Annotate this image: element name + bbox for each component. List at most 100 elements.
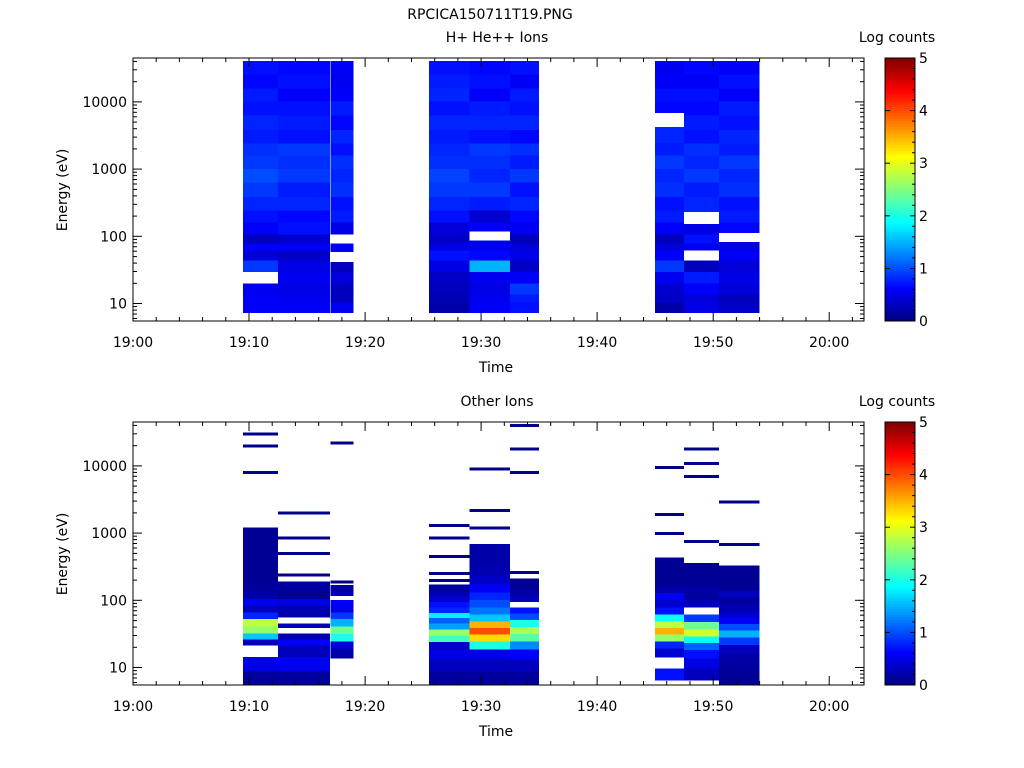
x-tick-label: 19:50 xyxy=(693,699,733,715)
heatmap-cell xyxy=(278,617,331,624)
heatmap-cell xyxy=(719,630,760,638)
heatmap-cell xyxy=(655,271,685,284)
heatmap-cell xyxy=(655,599,685,608)
colorbar-swatch xyxy=(885,263,915,267)
colorbar-swatch xyxy=(885,252,915,256)
colorbar-swatch xyxy=(885,297,915,301)
heatmap-cell xyxy=(684,143,719,156)
heatmap-cell xyxy=(469,294,511,303)
colorbar-swatch xyxy=(885,307,915,311)
heatmap-cell xyxy=(243,271,278,284)
x-tick-label: 19:00 xyxy=(113,699,153,715)
heatmap-cell xyxy=(655,155,685,169)
heatmap-cell xyxy=(469,222,511,232)
colorbar-swatch xyxy=(885,139,915,143)
x-axis-label: Time xyxy=(478,360,513,376)
heatmap-cell xyxy=(469,182,511,198)
colorbar-swatch xyxy=(885,585,915,589)
colorbar-swatch xyxy=(885,160,915,164)
colorbar-swatch xyxy=(885,466,915,470)
y-tick-label: 1000 xyxy=(91,162,127,178)
heatmap-cell xyxy=(278,168,331,183)
colorbar-swatch xyxy=(885,582,915,586)
heatmap-cell xyxy=(684,88,719,102)
colorbar-swatch xyxy=(885,535,915,539)
colorbar-swatch xyxy=(885,200,915,204)
heatmap-cell xyxy=(278,581,331,592)
heatmap-cell xyxy=(278,243,331,251)
heatmap-cell xyxy=(243,444,278,448)
heatmap-cell xyxy=(469,143,511,156)
colorbar-tick-label: 1 xyxy=(919,261,928,277)
x-tick-label: 19:00 xyxy=(113,335,153,351)
heatmap-cell xyxy=(243,302,278,313)
x-tick-label: 20:00 xyxy=(809,335,849,351)
heatmap-cell xyxy=(510,601,540,608)
heatmap-cell xyxy=(684,587,719,594)
heatmap-cell xyxy=(330,441,354,445)
heatmap-cell xyxy=(469,649,511,660)
heatmap-cell xyxy=(428,61,470,75)
colorbar-tick-label: 3 xyxy=(919,520,928,536)
heatmap-cell xyxy=(278,627,331,634)
heatmap-cell xyxy=(428,168,470,183)
colorbar-swatch xyxy=(885,500,915,504)
colorbar-swatch xyxy=(885,152,915,156)
colorbar-tick-label: 0 xyxy=(919,314,928,330)
heatmap-cell xyxy=(684,74,719,89)
heatmap-cell xyxy=(330,585,354,592)
colorbar-swatch xyxy=(885,58,915,62)
heatmap-cell xyxy=(684,540,719,544)
colorbar-swatch xyxy=(885,105,915,109)
heatmap-cell xyxy=(719,129,760,144)
colorbar-swatch xyxy=(885,305,915,309)
heatmap-cell xyxy=(330,580,354,584)
colorbar-swatch xyxy=(885,671,915,675)
heatmap-cell xyxy=(278,115,331,130)
colorbar-swatch xyxy=(885,289,915,293)
colorbar-swatch xyxy=(885,682,915,686)
colorbar-swatch xyxy=(885,487,915,491)
colorbar-swatch xyxy=(885,60,915,64)
colorbar-swatch xyxy=(885,424,915,428)
heatmap-cell xyxy=(684,155,719,169)
heatmap-cell xyxy=(510,595,540,602)
heatmap-cell xyxy=(428,635,470,642)
colorbar-swatch xyxy=(885,448,915,452)
colorbar-swatch xyxy=(885,474,915,478)
heatmap-cell xyxy=(278,671,331,685)
heatmap-cell xyxy=(428,591,470,597)
heatmap-cell xyxy=(684,668,719,681)
heatmap-cell xyxy=(278,129,331,144)
heatmap-cell xyxy=(243,155,278,169)
colorbar-swatch xyxy=(885,514,915,518)
heatmap-cell xyxy=(719,241,760,251)
heatmap-cell xyxy=(243,585,278,592)
heatmap-cell xyxy=(719,222,760,233)
colorbar-swatch xyxy=(885,640,915,644)
heatmap-cell xyxy=(243,645,278,658)
heatmap-cell xyxy=(469,607,511,615)
colorbar-swatch xyxy=(885,429,915,433)
heatmap-cell xyxy=(510,294,540,303)
heatmap-cell xyxy=(469,621,511,628)
heatmap-cell xyxy=(469,101,511,116)
heatmap-cell xyxy=(278,210,331,223)
colorbar-swatch xyxy=(885,239,915,243)
colorbar-swatch xyxy=(885,257,915,261)
heatmap-cell xyxy=(684,115,719,130)
colorbar-tick-label: 2 xyxy=(919,209,928,225)
heatmap-cell xyxy=(510,74,540,89)
colorbar-swatch xyxy=(885,123,915,127)
x-tick-label: 19:20 xyxy=(345,335,385,351)
heatmap-cell xyxy=(278,591,331,599)
colorbar-swatch xyxy=(885,677,915,681)
plot-area: 10 100 1000 10000 19:00 19:10 19:20 19:30 19:40… xyxy=(82,421,865,715)
heatmap-cell xyxy=(719,74,760,89)
heatmap-cell xyxy=(510,619,540,627)
heatmap-cell xyxy=(330,612,354,619)
heatmap-cell xyxy=(719,644,760,654)
heatmap-cell xyxy=(469,543,511,566)
colorbar-swatch xyxy=(885,527,915,531)
